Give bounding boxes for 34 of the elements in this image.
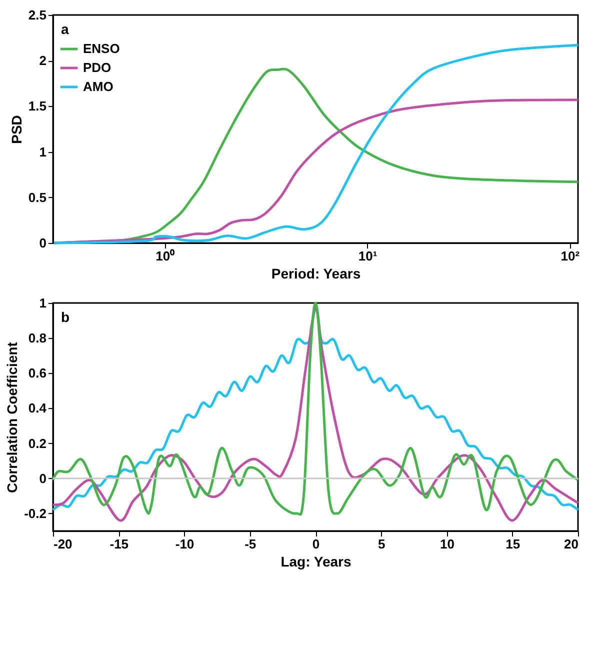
y-tick-label: 0 [39,236,46,250]
annotation: a [61,21,69,37]
y-tick-label: 0 [39,470,46,486]
y-tick-label: 1 [39,296,46,310]
x-axis-title: Period: Years [271,266,361,282]
y-tick-label: 2 [39,53,46,68]
x-tick-label: -15 [110,536,129,552]
x-tick-label: 10 [440,536,454,552]
x-tick-label: 10⁰ [156,248,176,264]
x-tick-label: -5 [244,536,256,552]
y-tick-label: 1 [39,144,46,160]
legend-label: AMO [83,79,114,94]
x-tick-label: 15 [506,536,520,552]
y-tick-label: 0.5 [28,190,46,205]
y-tick-label: 0.6 [28,366,46,381]
y-tick-label: 2.5 [28,8,46,22]
annotation: b [61,309,70,325]
legend-label: ENSO [83,41,120,56]
x-tick-label: 0 [312,536,320,552]
legend-label: PDO [83,60,112,75]
x-tick-label: 10² [560,248,580,264]
y-tick-label: 1.5 [28,98,46,114]
y-axis-title: Correlation Coefficient [4,342,20,493]
x-tick-label: -20 [54,536,72,552]
x-axis-title: Lag: Years [280,554,352,570]
y-tick-label: 0.8 [28,330,46,346]
y-axis-title: PSD [8,115,24,144]
x-tick-label: 5 [378,536,386,552]
x-tick-label: 10¹ [358,248,378,264]
x-tick-label: 20 [564,536,578,552]
y-tick-label: 0.4 [28,400,48,416]
y-tick-label: 0.2 [28,436,46,451]
x-tick-label: -10 [175,536,194,552]
y-tick-label: -0.2 [24,506,46,521]
